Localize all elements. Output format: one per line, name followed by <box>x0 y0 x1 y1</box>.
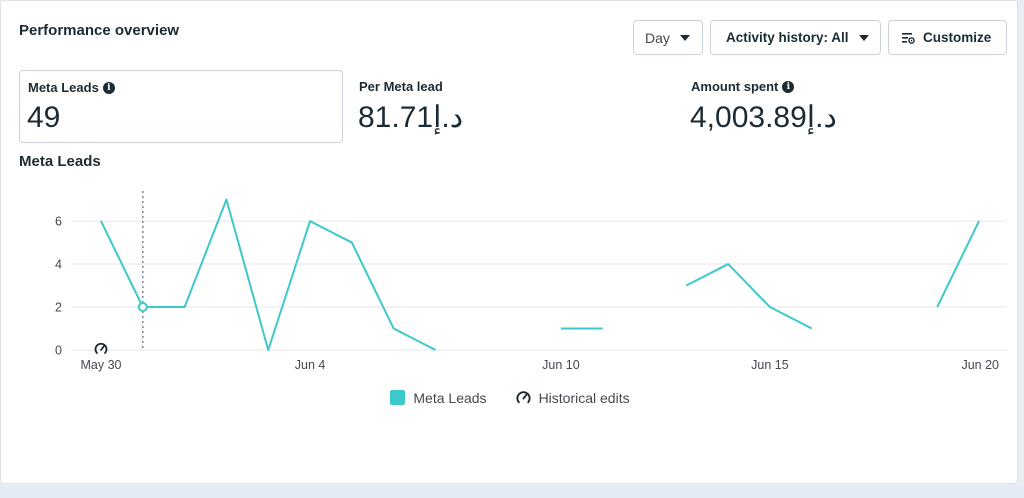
y-tick-label: 4 <box>55 258 62 272</box>
metric-value: 4,003.89د.إ <box>690 101 837 134</box>
caret-down-icon <box>679 34 690 41</box>
customize-columns-icon <box>902 32 915 44</box>
activity-history-label: Activity history: All <box>726 30 849 45</box>
metric-value: 81.71د.إ <box>358 101 464 134</box>
metric-label: Amount spent <box>691 79 779 94</box>
x-tick-label: May 30 <box>81 358 122 372</box>
historical-edits-icon <box>515 391 531 404</box>
data-point-marker <box>137 302 148 313</box>
metric-card-per-meta-lead[interactable]: Per Meta lead 81.71د.إ <box>351 70 671 143</box>
legend-label: Historical edits <box>538 389 630 406</box>
legend-item-meta-leads[interactable]: Meta Leads <box>390 389 487 406</box>
customize-button[interactable]: Customize <box>888 20 1007 55</box>
x-tick-label: Jun 15 <box>751 358 789 372</box>
performance-panel: Performance overview Day Activity histor… <box>0 0 1018 484</box>
info-icon[interactable]: i <box>102 81 115 94</box>
chart-title: Meta Leads <box>19 153 101 170</box>
metric-card-amount-spent[interactable]: Amount spent i 4,003.89د.إ <box>683 70 1003 143</box>
historical-edit-icon <box>94 342 108 354</box>
historical-edit-needle <box>100 345 105 351</box>
x-tick-label: Jun 4 <box>295 358 326 372</box>
x-tick-label: Jun 20 <box>961 358 999 372</box>
day-dropdown-label: Day <box>645 29 670 46</box>
customize-label: Customize <box>923 30 992 45</box>
caret-down-icon <box>858 34 869 41</box>
metric-label: Meta Leads <box>28 80 99 95</box>
x-tick-label: Jun 10 <box>542 358 580 372</box>
legend-label: Meta Leads <box>413 389 487 406</box>
y-tick-label: 2 <box>55 301 62 315</box>
series-swatch-icon <box>390 390 406 405</box>
y-tick-label: 0 <box>55 344 62 358</box>
meta-leads-line-chart: 0 2 4 6 May 30 Jun 4 Jun 10 Jun 15 Jun 20 <box>55 191 1007 372</box>
metric-value: 49 <box>27 101 61 134</box>
info-icon[interactable]: i <box>782 80 795 93</box>
metric-label: Per Meta lead <box>359 79 443 94</box>
series-line-segment <box>685 263 813 330</box>
legend-item-historical-edits[interactable]: Historical edits <box>515 389 630 406</box>
chart-legend: Meta Leads Historical edits <box>1 389 1019 406</box>
page-title: Performance overview <box>19 22 180 39</box>
series-line-segment <box>936 220 980 308</box>
series-line-segment <box>100 198 436 351</box>
metric-card-meta-leads[interactable]: Meta Leads i 49 <box>19 70 343 143</box>
bottom-strip <box>0 486 1024 498</box>
activity-history-dropdown[interactable]: Activity history: All <box>710 20 881 55</box>
day-dropdown[interactable]: Day <box>633 20 703 55</box>
y-tick-label: 6 <box>55 215 62 229</box>
